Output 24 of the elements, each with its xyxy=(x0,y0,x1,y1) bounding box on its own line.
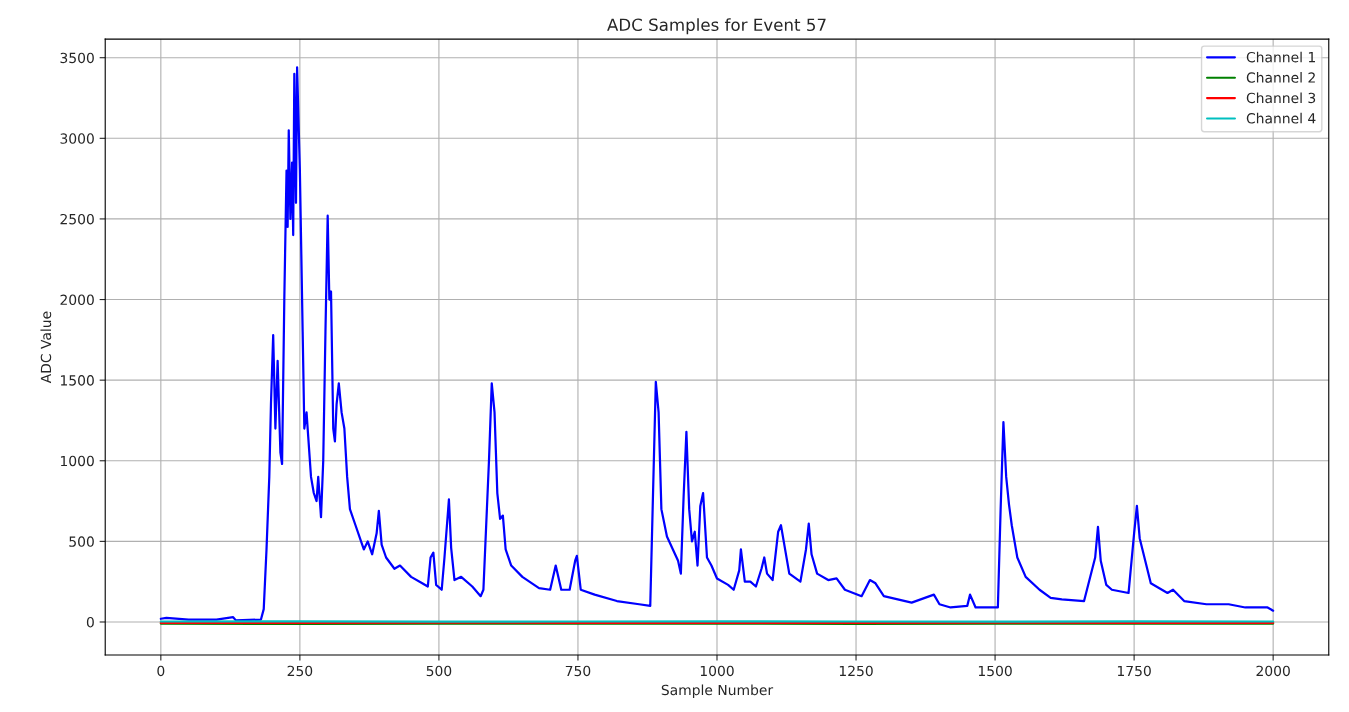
y-tick-label: 3500 xyxy=(60,52,94,64)
y-tick-label: 3000 xyxy=(60,133,94,144)
x-tick-label: 1500 xyxy=(978,665,1012,677)
legend-label: Channel 1 xyxy=(1246,51,1315,63)
x-tick-label: 0 xyxy=(157,665,165,677)
y-axis-title: ADC Value xyxy=(40,311,52,384)
y-tick-label: 1000 xyxy=(60,455,94,467)
x-axis-title: Sample Number xyxy=(661,684,774,698)
x-tick-label: 1000 xyxy=(700,665,734,677)
x-tick-label: 500 xyxy=(426,665,452,677)
y-tick-label: 1500 xyxy=(60,375,94,386)
x-tick-label: 1250 xyxy=(839,665,873,677)
y-tick-label: 500 xyxy=(69,536,94,547)
x-tick-label: 2000 xyxy=(1256,665,1290,677)
y-tick-label: 0 xyxy=(86,616,94,628)
legend-label: Channel 4 xyxy=(1246,112,1316,124)
legend-label: Channel 3 xyxy=(1246,92,1316,104)
y-tick-label: 2000 xyxy=(60,294,94,306)
x-tick-label: 1750 xyxy=(1117,665,1151,677)
legend-label: Channel 2 xyxy=(1246,72,1315,83)
chart-title: ADC Samples for Event 57 xyxy=(607,18,826,35)
y-tick-label: 2500 xyxy=(60,213,94,225)
x-tick-label: 250 xyxy=(287,665,313,677)
x-tick-label: 750 xyxy=(565,665,591,677)
